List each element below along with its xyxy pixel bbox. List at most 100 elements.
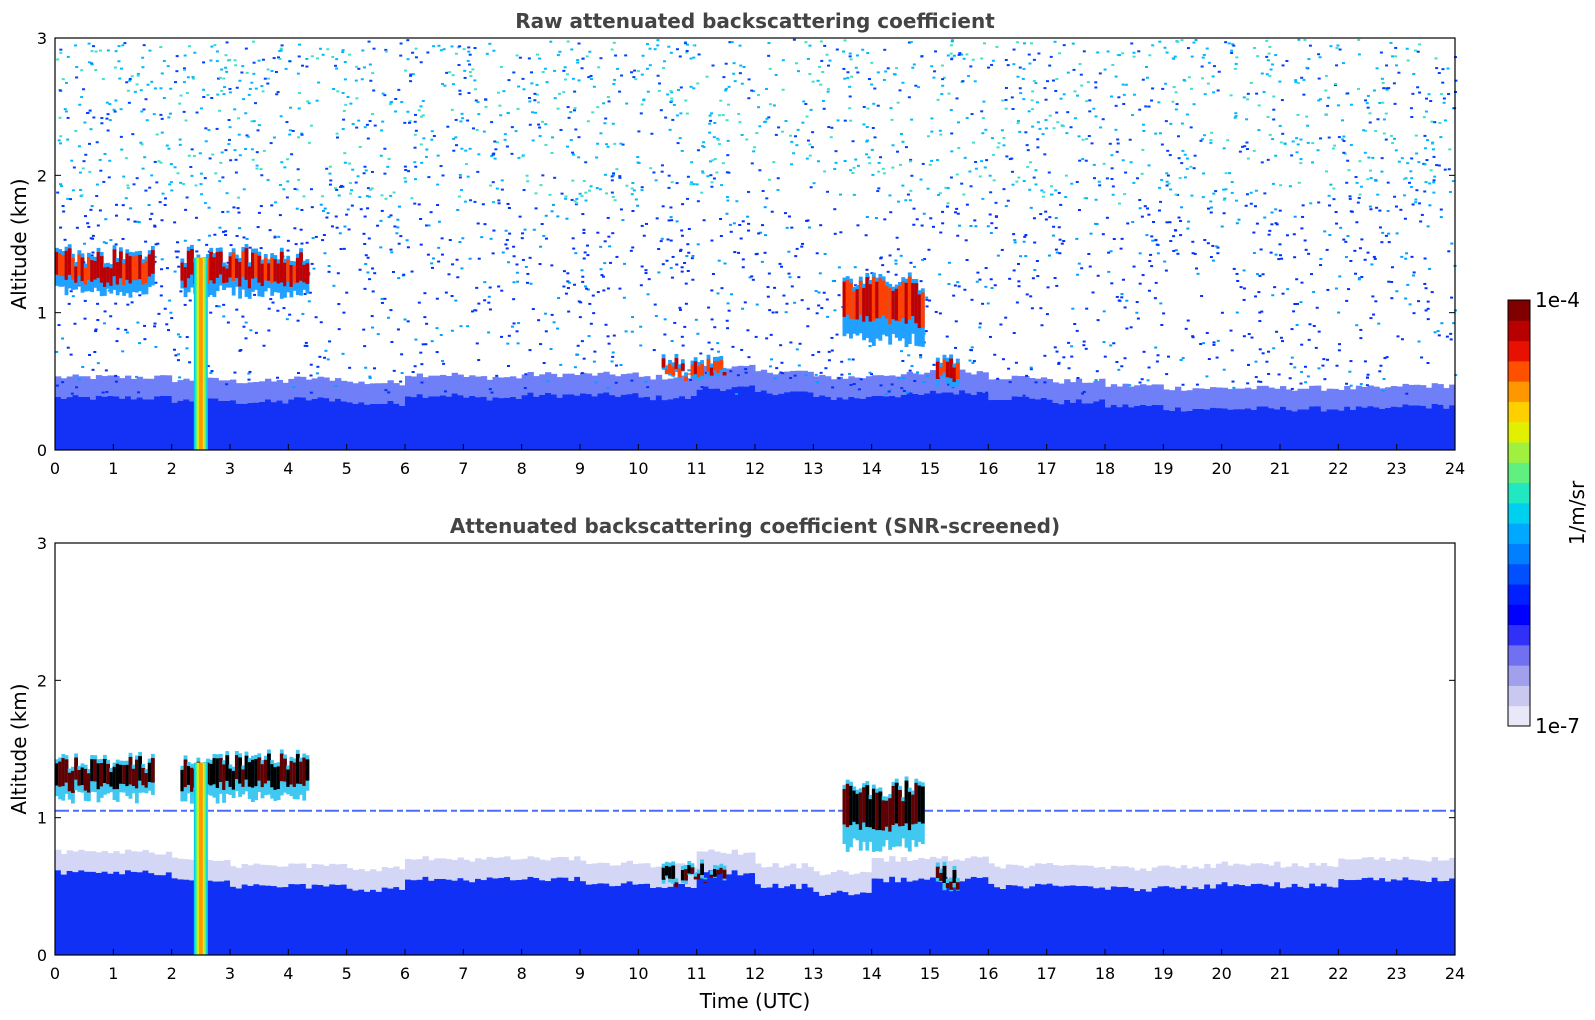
noise-point xyxy=(211,153,215,156)
noise-point xyxy=(379,219,383,222)
noise-point xyxy=(972,360,976,363)
bottom-boundary-layer-cell xyxy=(941,876,948,955)
noise-point xyxy=(562,270,566,273)
noise-point xyxy=(908,160,912,163)
bottom-boundary-layer-cell xyxy=(667,886,674,955)
top-boundary-layer-cell xyxy=(107,396,114,450)
noise-point xyxy=(316,57,320,60)
top-boundary-layer-cell xyxy=(935,393,943,450)
bottom-boundary-layer-cell xyxy=(970,876,978,955)
noise-point xyxy=(778,262,782,265)
noise-point xyxy=(1446,67,1450,70)
noise-point xyxy=(1365,102,1369,105)
bottom-transition-cell xyxy=(119,853,126,875)
bottom-boundary-layer-cell xyxy=(212,881,219,955)
noise-point xyxy=(612,82,616,85)
noise-point xyxy=(1041,133,1045,136)
noise-point xyxy=(1055,77,1059,80)
noise-point xyxy=(228,58,232,61)
noise-point xyxy=(1120,293,1124,296)
noise-point xyxy=(295,207,299,210)
bottom-cloud-core xyxy=(904,780,909,824)
noise-point xyxy=(1326,104,1330,107)
noise-point xyxy=(272,57,276,60)
noise-point xyxy=(678,249,682,252)
bottom-transition-cell xyxy=(346,868,353,889)
top-transition-cell xyxy=(1116,386,1123,408)
noise-point xyxy=(380,194,384,197)
noise-point xyxy=(777,126,781,129)
noise-point xyxy=(1271,63,1275,66)
top-boundary-layer-cell xyxy=(574,395,581,450)
noise-point xyxy=(226,210,230,213)
top-transition-cell xyxy=(1169,390,1176,411)
noise-point xyxy=(227,138,231,141)
noise-point xyxy=(1024,234,1028,237)
noise-point xyxy=(414,165,418,168)
bottom-boundary-layer-cell xyxy=(352,890,359,955)
top-boundary-layer-cell xyxy=(463,397,470,450)
top-transition-cell xyxy=(1186,390,1193,411)
noise-point xyxy=(1120,365,1124,368)
top-transition-cell xyxy=(556,377,563,398)
noise-point xyxy=(586,120,590,123)
top-transition-cell xyxy=(1011,375,1018,397)
noise-point xyxy=(1207,207,1211,210)
bottom-cloud-core xyxy=(292,762,297,787)
colorbar-min-label: 1e-7 xyxy=(1535,714,1580,738)
top-transition-cell xyxy=(970,374,978,396)
bottom-transition-cell xyxy=(1186,868,1193,890)
bottom-boundary-layer-cell xyxy=(463,880,470,955)
noise-point xyxy=(316,365,320,368)
noise-point xyxy=(1067,341,1071,344)
noise-point xyxy=(1389,134,1393,137)
noise-point xyxy=(800,245,804,248)
bottom-transition-cell xyxy=(720,852,727,874)
bottom-cloud-core xyxy=(86,773,91,793)
bottom-boundary-layer-cell xyxy=(107,873,114,955)
noise-point xyxy=(1087,135,1091,138)
noise-point xyxy=(1165,180,1169,183)
bottom-x-tick-label: 1 xyxy=(108,964,118,983)
bottom-cloud-core xyxy=(225,755,230,781)
noise-point xyxy=(307,141,311,144)
bottom-boundary-layer-cell xyxy=(1005,885,1013,955)
top-cloud-core xyxy=(716,360,721,373)
noise-point xyxy=(656,39,660,42)
top-transition-cell xyxy=(1058,383,1065,405)
noise-point xyxy=(153,322,157,325)
bottom-boundary-layer-cell xyxy=(1157,886,1164,955)
bottom-transition-cell xyxy=(1023,867,1030,889)
noise-point xyxy=(639,344,643,347)
noise-point xyxy=(228,126,232,129)
noise-point xyxy=(510,325,514,328)
noise-point xyxy=(165,323,169,326)
top-boundary-layer-cell xyxy=(387,400,394,450)
bottom-cloud-core xyxy=(684,869,688,881)
noise-point xyxy=(1207,61,1211,64)
bottom-transition-cell xyxy=(1338,858,1345,880)
noise-point xyxy=(574,203,578,206)
noise-point xyxy=(423,316,427,319)
noise-point xyxy=(157,160,161,163)
bottom-cloud-core xyxy=(865,785,870,827)
noise-point xyxy=(610,175,614,178)
top-boundary-layer-cell xyxy=(1081,403,1088,450)
noise-point xyxy=(660,237,664,240)
bottom-transition-cell xyxy=(475,858,482,879)
noise-point xyxy=(526,272,530,275)
top-boundary-layer-cell xyxy=(72,395,79,450)
top-boundary-layer-cell xyxy=(1221,408,1228,450)
noise-point xyxy=(389,214,393,217)
noise-point xyxy=(182,110,186,113)
noise-point xyxy=(296,168,300,171)
bottom-boundary-layer-cell xyxy=(889,876,896,955)
bottom-boundary-layer-cell xyxy=(160,875,167,955)
bottom-transition-cell xyxy=(650,867,657,888)
noise-point xyxy=(1115,150,1119,153)
noise-point xyxy=(1387,232,1391,235)
noise-point xyxy=(1073,322,1077,325)
noise-point xyxy=(517,156,521,159)
noise-point xyxy=(1405,392,1409,395)
noise-point xyxy=(256,129,260,132)
